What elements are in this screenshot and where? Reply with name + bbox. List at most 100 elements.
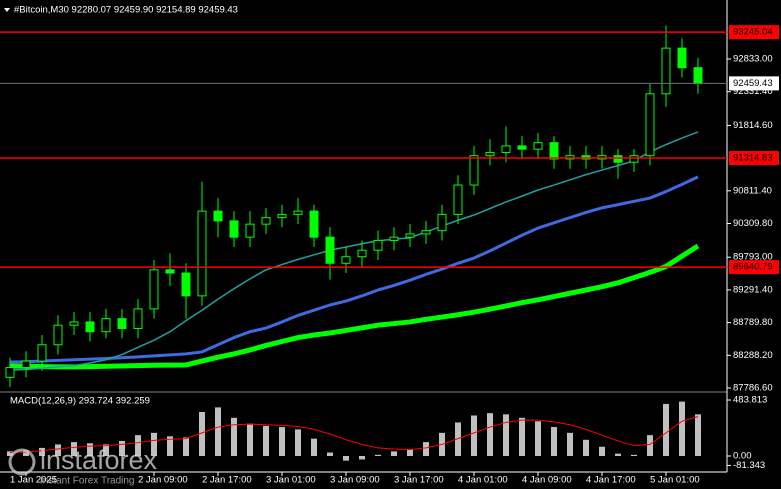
watermark-tagline: Instant Forex Trading bbox=[40, 476, 135, 487]
watermark: instaforex Instant Forex Trading bbox=[8, 445, 158, 487]
y-tick-label: 91814.60 bbox=[733, 120, 773, 131]
macd-bar bbox=[359, 455, 365, 460]
candle-body bbox=[341, 256, 351, 264]
x-tick-label: 4 Jan 01:00 bbox=[458, 475, 508, 486]
macd-bar bbox=[679, 401, 685, 456]
candle-body bbox=[389, 236, 399, 241]
y-tick-label: 89291.40 bbox=[733, 284, 773, 295]
macd-bar bbox=[503, 414, 509, 456]
level-label-box bbox=[729, 25, 779, 40]
y-tick-label: 92331.40 bbox=[733, 86, 773, 97]
y-tick-label: 92833.00 bbox=[733, 54, 773, 65]
y-tick-label: 88789.80 bbox=[733, 317, 773, 328]
level-label-box bbox=[729, 150, 779, 165]
price-label-box bbox=[729, 76, 779, 91]
level-label: 91314.83 bbox=[733, 153, 773, 164]
x-tick-label: 4 Jan 09:00 bbox=[522, 475, 572, 486]
candle-body bbox=[501, 145, 511, 153]
level-label: 93245.04 bbox=[733, 27, 773, 38]
macd-title: MACD(12,26,9) 293.724 392.259 bbox=[10, 396, 150, 407]
y-tick-label: -81.343 bbox=[733, 460, 765, 471]
macd-bar bbox=[167, 436, 173, 456]
macd-bar bbox=[103, 444, 109, 456]
candle-body bbox=[309, 210, 319, 238]
level-label-box bbox=[729, 260, 779, 275]
candle-body bbox=[101, 318, 111, 333]
macd-bar bbox=[471, 415, 477, 456]
macd-bar bbox=[263, 425, 269, 456]
candle-body bbox=[53, 324, 63, 346]
macd-bar bbox=[327, 452, 333, 456]
menu-arrow[interactable] bbox=[4, 8, 10, 12]
candle-body bbox=[437, 213, 447, 232]
macd-bar bbox=[279, 427, 285, 456]
candle-body bbox=[325, 236, 335, 264]
macd-bar bbox=[599, 446, 605, 456]
macd-bar bbox=[39, 447, 45, 456]
chart-title: #Bitcoin,M30 92280.07 92459.90 92154.89 … bbox=[14, 5, 238, 16]
macd-bar bbox=[375, 454, 381, 456]
macd-bar bbox=[567, 432, 573, 456]
macd-bar bbox=[631, 454, 637, 456]
price-label: 92459.43 bbox=[733, 78, 773, 89]
candle-body bbox=[549, 142, 559, 160]
candle-body bbox=[661, 47, 671, 95]
candle-body bbox=[69, 321, 79, 326]
macd-bar bbox=[231, 417, 237, 456]
indicator-line bbox=[9, 131, 699, 371]
macd-bar bbox=[519, 417, 525, 456]
y-tick-label: 87786.60 bbox=[733, 383, 773, 394]
candle-body bbox=[613, 155, 623, 163]
macd-bar bbox=[183, 437, 189, 456]
macd-bar bbox=[311, 438, 317, 456]
candle-body bbox=[181, 272, 191, 297]
macd-bar bbox=[407, 449, 413, 456]
candle-body bbox=[37, 344, 47, 362]
candle-body bbox=[133, 308, 143, 329]
candle-body bbox=[149, 269, 159, 310]
indicator-line bbox=[9, 243, 700, 370]
macd-bar bbox=[455, 422, 461, 456]
indicator-line bbox=[9, 175, 699, 364]
candle-body bbox=[693, 67, 703, 84]
x-tick-label: 1 Jan 2025 bbox=[10, 475, 57, 486]
macd-bar bbox=[247, 423, 253, 456]
x-tick-label: 4 Jan 17:00 bbox=[586, 475, 636, 486]
candle-body bbox=[533, 142, 543, 150]
macd-bar bbox=[119, 440, 125, 456]
macd-bar bbox=[487, 413, 493, 456]
candle-body bbox=[453, 184, 463, 215]
macd-bar bbox=[535, 421, 541, 456]
candle-body bbox=[229, 220, 239, 238]
candle-body bbox=[421, 230, 431, 235]
y-tick-label: 89793.00 bbox=[733, 252, 773, 263]
candle-body bbox=[117, 318, 127, 329]
candle-body bbox=[21, 360, 31, 369]
x-tick-label: 3 Jan 01:00 bbox=[266, 475, 316, 486]
candle-body bbox=[277, 213, 287, 219]
candle-body bbox=[405, 233, 415, 238]
macd-bar bbox=[215, 407, 221, 456]
x-tick-label: 5 Jan 01:00 bbox=[650, 475, 700, 486]
candle-body bbox=[197, 210, 207, 297]
candle-body bbox=[5, 367, 15, 378]
x-tick-label: 3 Jan 09:00 bbox=[330, 475, 380, 486]
x-tick-label: 2 Jan 09:00 bbox=[138, 475, 188, 486]
macd-bar bbox=[295, 429, 301, 456]
macd-bar bbox=[663, 403, 669, 456]
macd-bar bbox=[87, 443, 93, 456]
macd-bar bbox=[695, 414, 701, 456]
x-tick-label: 2 Jan 17:00 bbox=[202, 475, 252, 486]
watermark-logo bbox=[8, 448, 36, 476]
macd-bar bbox=[647, 435, 653, 456]
macd-bar bbox=[7, 451, 13, 456]
macd-bar bbox=[135, 435, 141, 456]
candle-body bbox=[213, 210, 223, 222]
macd-bar bbox=[151, 432, 157, 456]
macd-bar bbox=[199, 412, 205, 456]
indicator-line bbox=[9, 416, 699, 454]
y-tick-label: 0.00 bbox=[733, 451, 752, 462]
